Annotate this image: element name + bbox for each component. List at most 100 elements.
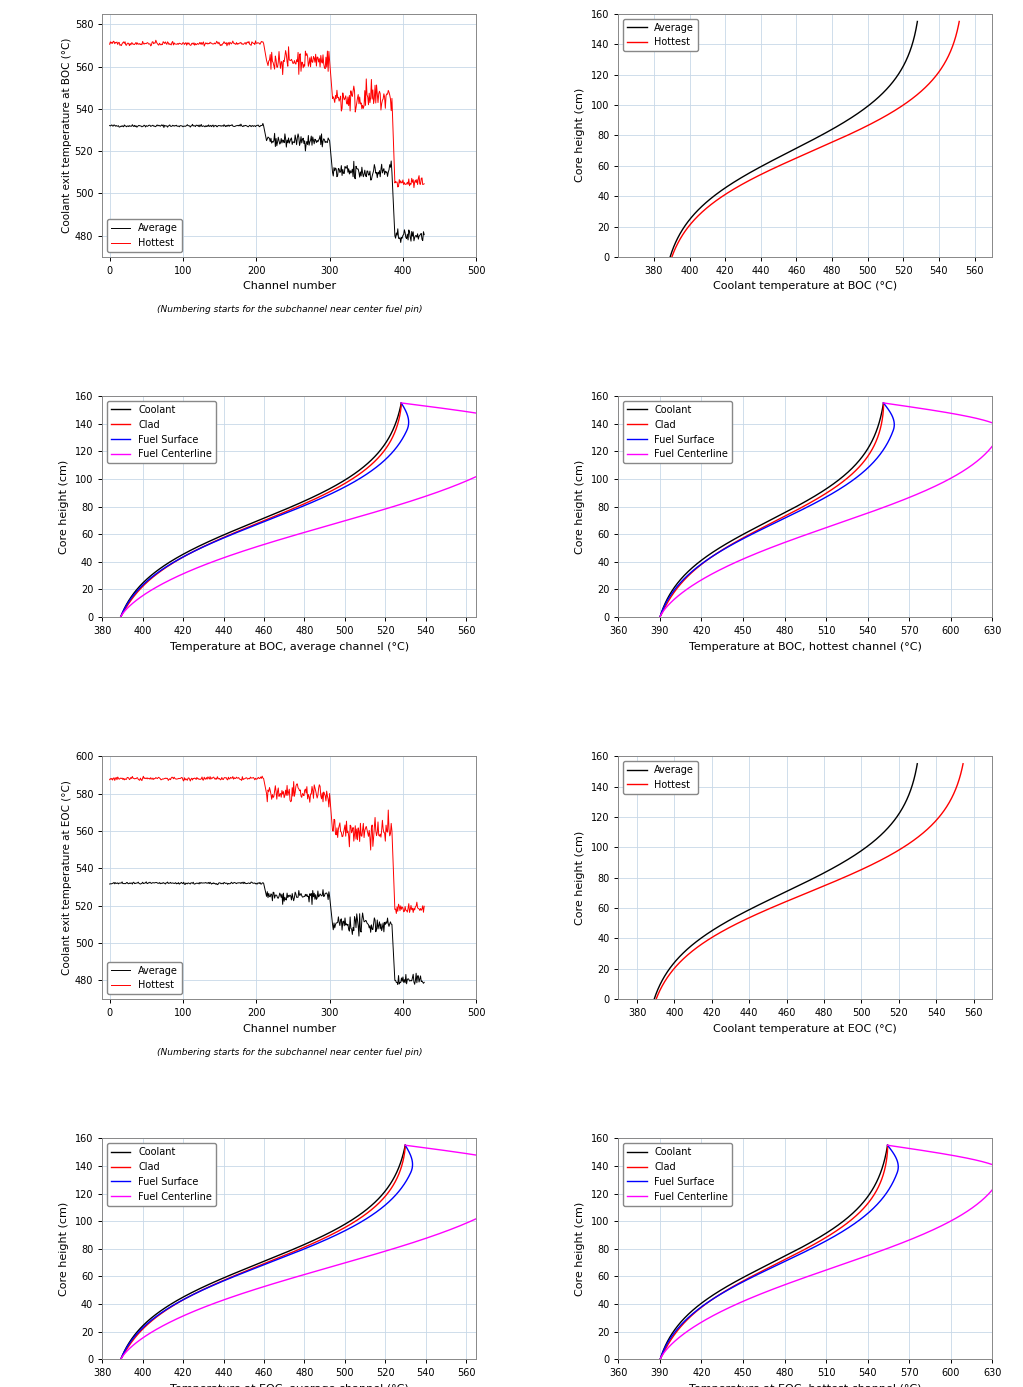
Fuel Centerline [404, 492, 416, 509]
Clad [330, 1223, 343, 1240]
Clad [807, 492, 819, 509]
Clad [395, 395, 407, 412]
Fuel Surface [882, 433, 894, 449]
Fuel Surface [337, 1223, 349, 1240]
Clad [882, 1137, 894, 1154]
Line: Average: Average [109, 123, 425, 243]
Fuel Surface [790, 1248, 802, 1265]
Fuel Centerline [115, 1351, 127, 1368]
Clad [870, 433, 882, 449]
Average [418, 226, 431, 243]
Average [799, 136, 811, 153]
Hottest [666, 248, 678, 265]
Coolant [268, 506, 280, 523]
Coolant [881, 1142, 893, 1158]
Fuel Centerline [654, 609, 666, 626]
Average [353, 164, 365, 180]
Legend: Average, Hottest: Average, Hottest [107, 219, 182, 252]
Hottest [103, 771, 116, 788]
Hottest [103, 36, 116, 53]
Fuel Surface [115, 609, 127, 626]
Fuel Centerline [357, 1250, 369, 1266]
Coolant [870, 1176, 882, 1193]
Clad [829, 1223, 841, 1240]
Average [207, 875, 219, 892]
Y-axis label: Core height (cm): Core height (cm) [59, 1201, 70, 1295]
Coolant [878, 395, 890, 412]
Clad [115, 609, 127, 626]
Average [820, 864, 833, 881]
Line: Fuel Surface: Fuel Surface [121, 404, 408, 617]
Line: Hottest: Hottest [656, 764, 963, 999]
Fuel Surface [787, 1250, 799, 1266]
Average [910, 761, 923, 778]
Fuel Centerline [654, 1351, 666, 1368]
Average [392, 976, 404, 993]
Line: Average: Average [654, 764, 918, 999]
Hottest [116, 770, 128, 786]
Coolant [325, 1223, 338, 1240]
Line: Clad: Clad [660, 404, 884, 617]
Line: Fuel Surface: Fuel Surface [660, 1146, 898, 1359]
Fuel Surface [398, 1176, 410, 1193]
Fuel Surface [279, 1248, 292, 1265]
Hottest [353, 822, 365, 839]
Average [843, 850, 855, 867]
Coolant [882, 1137, 894, 1154]
Line: Hottest: Hottest [109, 40, 425, 187]
Fuel Surface [654, 609, 666, 626]
Fuel Surface [882, 1137, 894, 1154]
Fuel Surface [878, 395, 890, 412]
Fuel Surface [815, 1236, 828, 1252]
Hottest [952, 19, 965, 36]
Fuel Surface [276, 1250, 288, 1266]
Coolant [115, 609, 127, 626]
Line: Coolant: Coolant [660, 404, 884, 617]
Coolant [654, 1351, 666, 1368]
Fuel Surface [395, 433, 407, 449]
Clad [274, 506, 286, 523]
Hottest [853, 121, 865, 137]
Y-axis label: Core height (cm): Core height (cm) [575, 831, 585, 925]
Fuel Centerline [916, 1142, 928, 1158]
Hottest [418, 176, 431, 193]
Clad [654, 609, 666, 626]
Hottest [814, 879, 827, 896]
Fuel Centerline [856, 1250, 869, 1266]
Fuel Centerline [894, 492, 906, 509]
Fuel Surface [398, 399, 410, 416]
Coolant [800, 492, 812, 509]
Y-axis label: Coolant exit temperature at BOC (°C): Coolant exit temperature at BOC (°C) [61, 37, 72, 233]
Y-axis label: Core height (cm): Core height (cm) [59, 459, 70, 553]
Legend: Coolant, Clad, Fuel Surface, Fuel Centerline: Coolant, Clad, Fuel Surface, Fuel Center… [107, 401, 216, 463]
Fuel Centerline [859, 506, 872, 523]
Clad [783, 506, 795, 523]
Coolant [803, 1236, 815, 1252]
Legend: Coolant, Clad, Fuel Surface, Fuel Centerline: Coolant, Clad, Fuel Surface, Fuel Center… [107, 1143, 216, 1205]
Line: Hottest: Hottest [109, 777, 425, 914]
Line: Coolant: Coolant [121, 1146, 405, 1359]
X-axis label: Temperature at BOC, hottest channel (°C): Temperature at BOC, hottest channel (°C) [688, 642, 922, 652]
Clad [826, 481, 838, 498]
Coolant [322, 481, 335, 498]
Fuel Centerline [358, 508, 370, 524]
Line: Fuel Centerline: Fuel Centerline [121, 404, 534, 617]
Fuel Surface [812, 492, 825, 509]
Legend: Average, Hottest: Average, Hottest [623, 761, 698, 793]
Hottest [408, 179, 420, 196]
Coolant [301, 1236, 313, 1252]
Line: Fuel Centerline: Fuel Centerline [121, 1146, 534, 1359]
Fuel Surface [833, 481, 845, 498]
Fuel Surface [277, 506, 290, 523]
Coolant [399, 1137, 411, 1154]
Fuel Surface [785, 508, 797, 524]
Hottest [157, 36, 169, 53]
Clad [304, 492, 316, 509]
Line: Clad: Clad [121, 1146, 405, 1359]
Fuel Surface [311, 1236, 323, 1252]
Fuel Surface [333, 481, 346, 498]
X-axis label: Coolant temperature at BOC (°C): Coolant temperature at BOC (°C) [713, 282, 897, 291]
Hottest [877, 850, 889, 867]
Hottest [817, 878, 830, 895]
Coolant [779, 1248, 791, 1265]
